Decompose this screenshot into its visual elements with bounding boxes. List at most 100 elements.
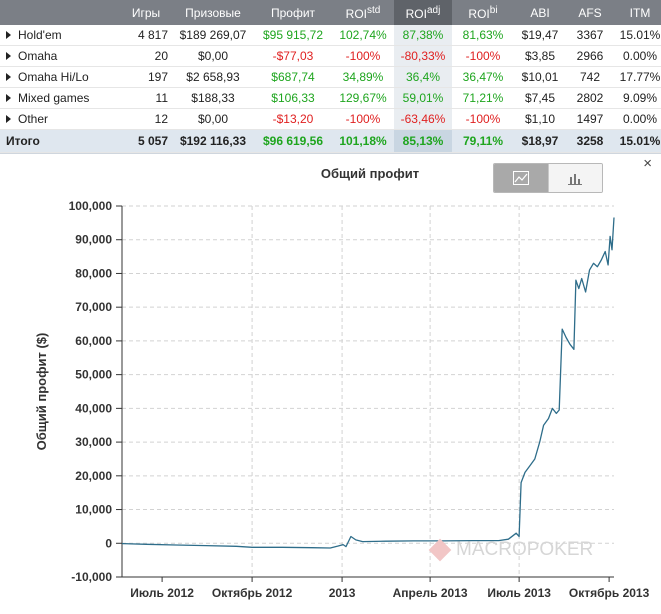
table-row[interactable]: Mixed games 11 $188,33 $106,33 129,67% 59,01%… xyxy=(0,87,661,109)
game-name-cell[interactable]: Other xyxy=(0,108,120,130)
cell-itm: 17.77% xyxy=(614,66,661,88)
watermark-text: MACROPOKER xyxy=(456,539,594,560)
chart-title: Общий профит xyxy=(320,166,420,181)
y-tick-label: 30,000 xyxy=(75,435,112,449)
game-name-label: Other xyxy=(18,112,49,126)
line-chart-icon xyxy=(512,171,529,185)
stats-table: Игры Призовые Профит ROIstd ROIadj ROIbi… xyxy=(0,0,661,153)
game-name-cell[interactable]: Hold'em xyxy=(0,25,120,46)
y-tick-label: -10,000 xyxy=(71,570,112,584)
column-header-name[interactable] xyxy=(0,0,120,25)
cell-afs: 3258 xyxy=(566,129,614,153)
expand-arrow-icon[interactable] xyxy=(6,51,11,60)
cell-afs: 2802 xyxy=(566,87,614,109)
x-tick-label: Июль 2013 xyxy=(487,586,551,600)
column-header-abi[interactable]: ABI xyxy=(514,0,566,25)
table-header-row: Игры Призовые Профит ROIstd ROIadj ROIbi… xyxy=(0,0,661,25)
table-row[interactable]: Hold'em 4 817 $189 269,07 $95 915,72 102,74%… xyxy=(0,25,661,46)
game-name-cell[interactable]: Mixed games xyxy=(0,87,120,109)
cell-roi-adj: 85,13% xyxy=(394,129,452,153)
cell-roi-adj: 59,01% xyxy=(394,87,452,109)
expand-arrow-icon[interactable] xyxy=(6,93,11,102)
y-tick-label: 20,000 xyxy=(75,469,112,483)
y-tick-label: 10,000 xyxy=(75,503,112,517)
cell-roi-adj: -80,33% xyxy=(394,45,452,67)
x-tick-label: 2013 xyxy=(329,586,356,600)
profit-series-line xyxy=(121,217,615,549)
y-tick-label: 50,000 xyxy=(75,368,112,382)
game-name-label: Mixed games xyxy=(18,91,90,105)
expand-arrow-icon[interactable] xyxy=(6,72,11,81)
cell-itm: 0.00% xyxy=(614,108,661,130)
cell-abi: $19,47 xyxy=(514,25,566,46)
cell-abi: $10,01 xyxy=(514,66,566,88)
cell-profit: -$77,03 xyxy=(254,45,332,67)
cell-roi-adj: -63,46% xyxy=(394,108,452,130)
game-name-label: Omaha xyxy=(18,49,58,63)
game-name-label: Hold'em xyxy=(18,28,62,42)
cell-abi: $18,97 xyxy=(514,129,566,153)
cell-profit: -$13,20 xyxy=(254,108,332,130)
y-axis-label: Общий профит ($) xyxy=(34,333,49,451)
y-tick-label: 90,000 xyxy=(75,233,112,247)
column-header-prize[interactable]: Призовые xyxy=(172,0,254,25)
cell-itm: 15.01% xyxy=(614,129,661,153)
cell-games: 5 057 xyxy=(120,129,172,153)
column-header-afs[interactable]: AFS xyxy=(566,0,614,25)
cell-itm: 15.01% xyxy=(614,25,661,46)
cell-roi-bi: -100% xyxy=(452,45,514,67)
line-chart-button[interactable] xyxy=(494,164,548,192)
column-header-itm[interactable]: ITM xyxy=(614,0,661,25)
chart-panel: × Общий профит -10,000 0 10,000 20,000 30,00… xyxy=(0,153,661,614)
y-tick-label: 100,000 xyxy=(69,199,113,213)
x-tick-label: Октябрь 2012 xyxy=(212,586,293,600)
cell-roi-std: 101,18% xyxy=(332,129,394,153)
expand-arrow-icon[interactable] xyxy=(6,30,11,39)
cell-prize: $2 658,93 xyxy=(172,66,254,88)
table-row[interactable]: Other 12 $0,00 -$13,20 -100% -63,46% -100% $1,1… xyxy=(0,108,661,130)
profit-line-chart: -10,000 0 10,000 20,000 30,000 40,000 50,000 60… xyxy=(34,199,650,600)
cell-itm: 9.09% xyxy=(614,87,661,109)
cell-roi-bi: 81,63% xyxy=(452,25,514,46)
cell-profit: $96 619,56 xyxy=(254,129,332,153)
table-row[interactable]: Omaha Hi/Lo 197 $2 658,93 $687,74 34,89% 36,4… xyxy=(0,66,661,88)
cell-afs: 742 xyxy=(566,66,614,88)
cell-roi-bi: -100% xyxy=(452,108,514,130)
column-header-games[interactable]: Игры xyxy=(120,0,172,25)
y-tick-label: 80,000 xyxy=(75,266,112,280)
cell-roi-bi: 36,47% xyxy=(452,66,514,88)
column-header-roi-adj[interactable]: ROIadj xyxy=(394,0,452,25)
cell-roi-std: -100% xyxy=(332,108,394,130)
cell-roi-adj: 36,4% xyxy=(394,66,452,88)
game-name-cell[interactable]: Omaha xyxy=(0,45,120,67)
x-tick-label: Апрель 2013 xyxy=(393,586,468,600)
cell-roi-bi: 71,21% xyxy=(452,87,514,109)
game-name-label: Итого xyxy=(6,134,40,148)
cell-games: 20 xyxy=(120,45,172,67)
game-name-cell: Итого xyxy=(0,129,120,153)
cell-prize: $0,00 xyxy=(172,108,254,130)
game-name-cell[interactable]: Omaha Hi/Lo xyxy=(0,66,120,88)
cell-itm: 0.00% xyxy=(614,45,661,67)
bar-chart-button[interactable] xyxy=(547,164,602,192)
bar-chart-icon xyxy=(568,174,583,185)
column-header-profit[interactable]: Профит xyxy=(254,0,332,25)
close-icon[interactable]: × xyxy=(643,155,652,172)
column-header-roi-bi[interactable]: ROIbi xyxy=(452,0,514,25)
column-header-roi-std[interactable]: ROIstd xyxy=(332,0,394,25)
table-row[interactable]: Omaha 20 $0,00 -$77,03 -100% -80,33% -100% $3,8… xyxy=(0,45,661,67)
cell-afs: 3367 xyxy=(566,25,614,46)
cell-games: 197 xyxy=(120,66,172,88)
expand-arrow-icon[interactable] xyxy=(6,114,11,123)
cell-games: 12 xyxy=(120,108,172,130)
y-tick-label: 60,000 xyxy=(75,334,112,348)
cell-afs: 2966 xyxy=(566,45,614,67)
cell-roi-std: 34,89% xyxy=(332,66,394,88)
cell-prize: $0,00 xyxy=(172,45,254,67)
cell-abi: $3,85 xyxy=(514,45,566,67)
cell-prize: $192 116,33 xyxy=(172,129,254,153)
cell-roi-std: 102,74% xyxy=(332,25,394,46)
y-tick-label: 0 xyxy=(105,536,112,550)
macropoker-watermark: MACROPOKER xyxy=(428,538,594,562)
y-tick-label: 40,000 xyxy=(75,401,112,415)
